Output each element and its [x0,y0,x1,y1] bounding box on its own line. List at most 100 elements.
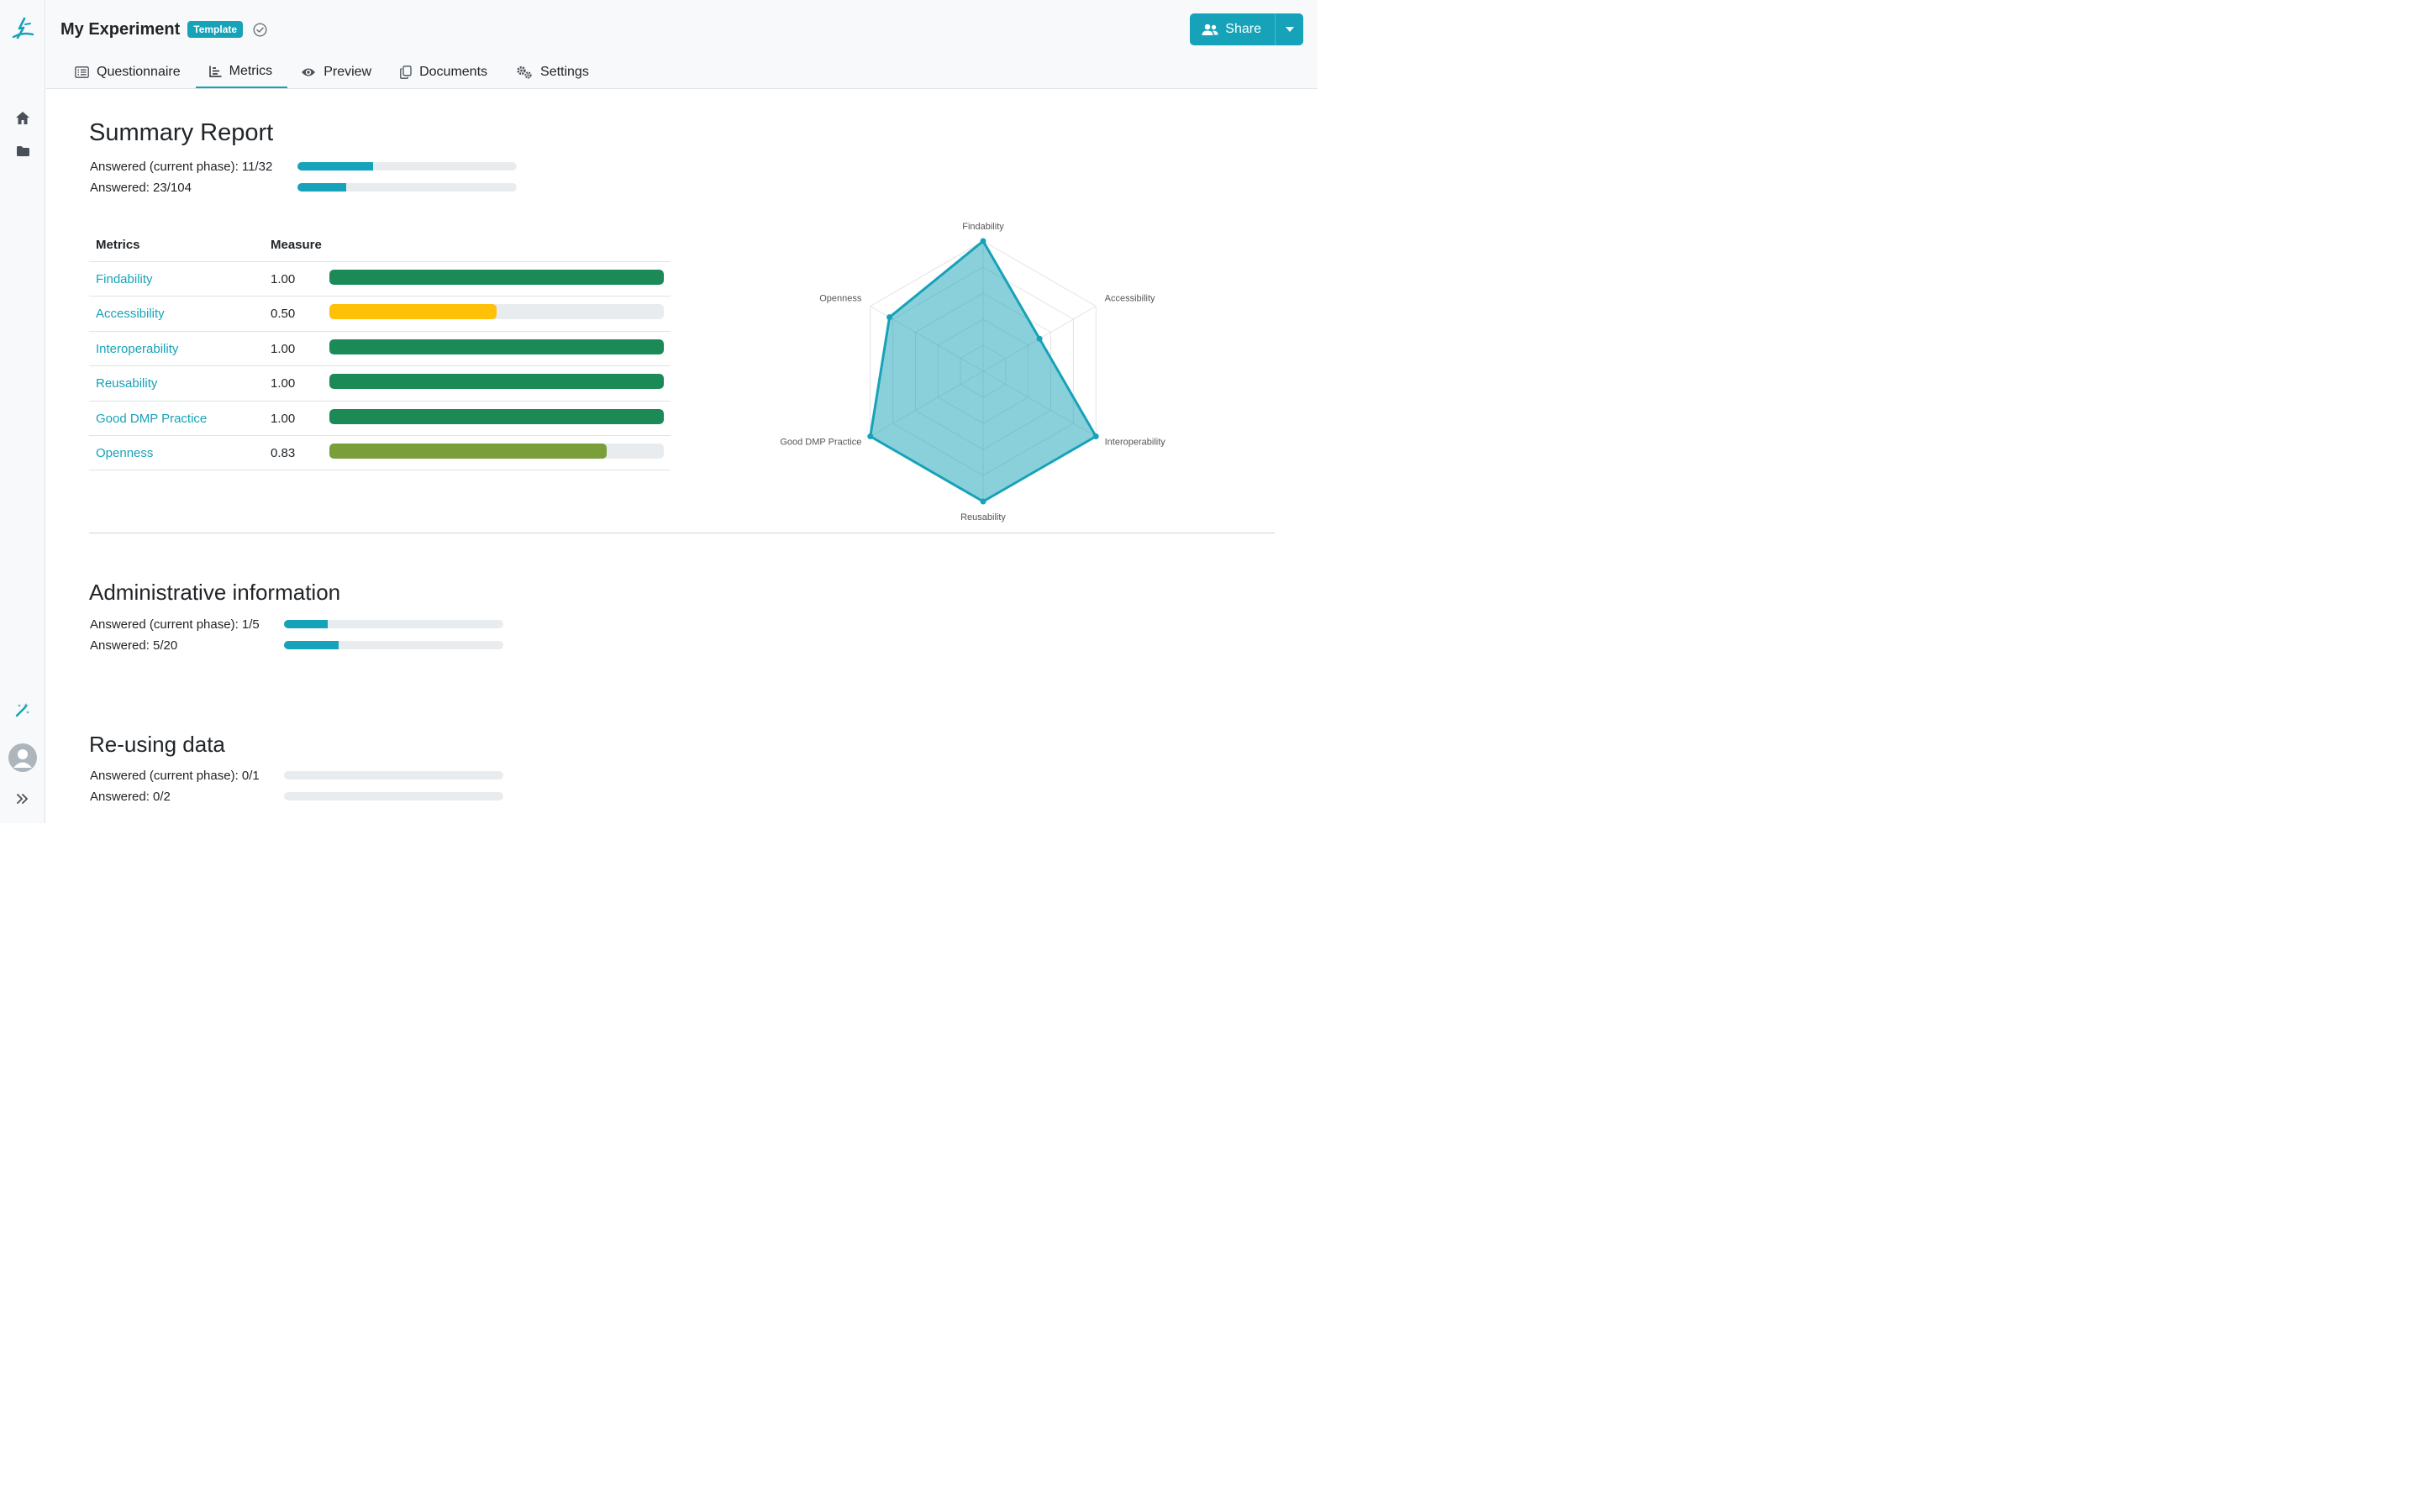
tab-label: Settings [540,64,589,79]
metric-value: 1.00 [271,341,296,356]
metric-link[interactable]: Reusability [96,376,158,391]
chart-icon [208,66,222,77]
table-row: Interoperability 1.00 [89,332,671,367]
metric-value: 1.00 [271,376,296,391]
tabs: Questionnaire Metrics Preview Documents [61,55,604,89]
sidebar [0,0,45,823]
progress-fill [284,620,329,628]
tab-questionnaire[interactable]: Questionnaire [61,55,196,88]
metric-bar-fill [329,339,664,354]
progress-fill [284,641,339,649]
metric-bar [329,374,664,390]
check-circle-icon[interactable] [253,22,267,37]
radar-axis-label: Good DMP Practice [780,438,861,448]
metric-bar [329,443,664,459]
admin-answered-label: Answered: 5/20 [90,638,178,653]
metrics-table: Metrics Measure Findability 1.00 Accessibi… [89,228,671,471]
tab-label: Questionnaire [97,64,181,79]
tab-settings[interactable]: Settings [502,55,604,88]
tab-metrics[interactable]: Metrics [195,55,288,88]
metric-bar [329,339,664,354]
tab-label: Documents [419,64,488,79]
expand-icon[interactable] [0,784,45,814]
summary-answered-label: Answered: 23/104 [90,180,192,195]
metric-link[interactable]: Accessibility [96,307,165,322]
avatar[interactable] [0,743,45,773]
tab-documents[interactable]: Documents [387,55,502,88]
home-icon[interactable] [0,102,45,133]
progress-fill [297,183,346,192]
metric-link[interactable]: Good DMP Practice [96,411,208,426]
title-row: My Experiment Template [60,18,267,40]
eye-icon [302,68,316,76]
radar-series-area [869,239,1097,503]
radar-axis-label: Openness [819,294,862,304]
tab-preview[interactable]: Preview [287,55,387,88]
metric-bar-fill [329,270,664,285]
metric-value: 0.50 [271,307,296,322]
users-icon [1202,24,1218,35]
gears-icon [517,66,532,79]
radar-point [1092,433,1099,439]
radar-point [1036,335,1043,342]
radar-axis-label: Reusability [960,512,1006,522]
table-row: Good DMP Practice 1.00 [89,402,671,436]
share-dropdown-toggle[interactable] [1275,13,1303,45]
radar-axis-label: Findability [962,222,1004,232]
summary-title: Summary Report [89,119,274,146]
radar-point [867,433,874,439]
metrics-table-header: Metrics Measure [89,228,671,262]
caret-down-icon [1285,27,1294,32]
metric-value: 0.83 [271,445,296,460]
metric-bar-fill [329,374,664,390]
radar-point [980,498,986,505]
summary-answered-progress [297,183,517,192]
table-row: Findability 1.00 [89,262,671,297]
header: My Experiment Template Share Questionna [46,0,1318,89]
metric-bar-fill [329,304,497,320]
table-row: Openness 0.83 [89,436,671,471]
reuse-answered-label: Answered: 0/2 [90,789,171,804]
table-row: Reusability 1.00 [89,366,671,402]
reuse-answered-progress [284,792,503,801]
radar-point [980,238,986,244]
share-button[interactable]: Share [1190,13,1275,45]
metrics-radar-chart: Findability Accessibility Interoperability… [780,222,1166,522]
metric-link[interactable]: Interoperability [96,341,179,356]
admin-answered-phase-label: Answered (current phase): 1/5 [90,617,260,632]
section-title-administrative: Administrative information [89,580,341,605]
share-button-group: Share [1190,13,1303,45]
tab-label: Metrics [229,63,273,78]
reuse-answered-phase-progress [284,771,503,780]
table-row: Accessibility 0.50 [89,297,671,332]
radar-point [886,314,893,321]
metric-value: 1.00 [271,411,296,426]
logo-icon[interactable] [0,13,45,44]
col-measure: Measure [271,238,322,252]
metric-bar-fill [329,408,664,424]
magic-wand-icon[interactable] [0,695,45,725]
metric-bar [329,408,664,424]
reuse-answered-phase-label: Answered (current phase): 0/1 [90,768,260,783]
metric-bar [329,270,664,285]
col-metrics: Metrics [96,238,140,252]
radar-axis-label: Accessibility [1105,294,1155,304]
summary-answered-phase-progress [297,162,517,171]
template-badge: Template [187,21,244,38]
admin-answered-progress [284,641,503,649]
admin-answered-phase-progress [284,620,503,628]
metric-link[interactable]: Openness [96,445,154,460]
metric-bar [329,304,664,320]
metric-bar-fill [329,443,608,459]
summary-answered-phase-label: Answered (current phase): 11/32 [90,159,273,174]
share-label: Share [1225,22,1261,36]
tab-label: Preview [324,64,372,79]
progress-fill [297,162,373,171]
metric-value: 1.00 [271,272,296,286]
folder-icon[interactable] [0,136,45,166]
section-title-reusing-data: Re-using data [89,732,225,757]
metric-link[interactable]: Findability [96,272,153,286]
copy-icon [400,65,412,79]
list-icon [75,66,89,78]
radar-axis-label: Interoperability [1105,438,1166,448]
